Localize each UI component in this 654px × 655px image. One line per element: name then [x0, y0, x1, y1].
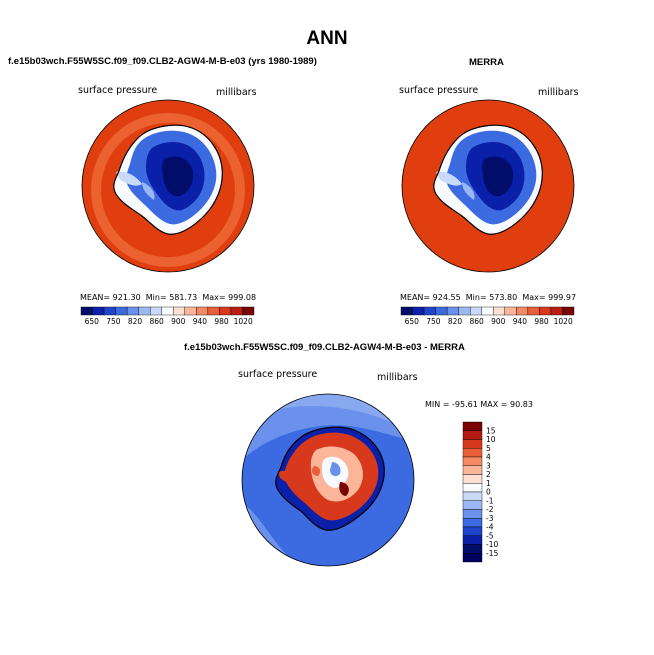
panel-1-stats: MEAN= 921.30 Min= 581.73 Max= 999.08	[80, 293, 257, 302]
panel-2-colorbar-swatch	[423, 306, 436, 316]
panel-1-colorbar-swatch	[173, 306, 186, 316]
panel-1-colorbar-swatch	[219, 306, 232, 316]
panel-3-colorbar-swatch	[462, 526, 483, 536]
panel-1-colorbar-swatch	[92, 306, 105, 316]
panel-1-colorbar-swatch	[126, 306, 139, 316]
panel-2-stats: MEAN= 924.55 Min= 573.80 Max= 999.97	[400, 293, 577, 302]
panel-2-colorbar-label: 750	[426, 317, 441, 326]
panel-1-colorbar-label: 940	[193, 317, 208, 326]
panel-2-colorbar-label: 980	[534, 317, 549, 326]
panel-3-colorbar-swatch	[462, 509, 483, 519]
panel-3-colorbar-label: 0	[486, 488, 491, 497]
panel-3-colorbar-label: -1	[486, 496, 494, 505]
panel-1-colorbar-swatch	[196, 306, 209, 316]
panel-3-colorbar-swatch	[462, 500, 483, 510]
panel-1-colorbar-label: 900	[171, 317, 186, 326]
panel-2-colorbar-label: 1020	[554, 317, 573, 326]
panel-2-colorbar-swatch	[562, 306, 575, 316]
panel-3-colorbar-swatch	[462, 448, 483, 458]
panel-1-polar-map	[81, 99, 255, 273]
panel-2-colorbar-swatch	[481, 306, 494, 316]
panel-1-colorbar: 650 750 820 860 900 940 980 1020	[80, 306, 255, 326]
panel-3-colorbar-swatch	[462, 474, 483, 484]
panel-2-colorbar-label: 860	[470, 317, 485, 326]
panel-1-variable-label: surface pressure	[78, 85, 158, 96]
panel-1-colorbar-label: 980	[214, 317, 229, 326]
panel-3-colorbar-swatch	[462, 421, 483, 431]
panel-3-colorbar-swatch	[462, 491, 483, 501]
panel-3-colorbar-label: 2	[486, 470, 491, 479]
panel-1-colorbar-label: 820	[128, 317, 143, 326]
panel-3-colorbar-label: 15	[486, 426, 496, 435]
panel-2-colorbar-swatch	[446, 306, 459, 316]
panel-2-title: MERRA	[469, 57, 504, 68]
panel-2-colorbar-swatch	[493, 306, 506, 316]
panel-2-colorbar-swatch	[458, 306, 471, 316]
panel-1-colorbar-swatch	[207, 306, 220, 316]
panel-2-colorbar-swatch	[527, 306, 540, 316]
panel-3-colorbar-label: -2	[486, 505, 494, 514]
panel-1-title: f.e15b03wch.F55W5SC.f09_f09.CLB2-AGW4-M-…	[8, 56, 317, 67]
panel-2-colorbar-swatch	[504, 306, 517, 316]
panel-1-colorbar-swatch	[115, 306, 128, 316]
panel-1-colorbar-label: 750	[106, 317, 121, 326]
panel-3-colorbar-swatch	[462, 430, 483, 440]
panel-3-min-max: MIN = -95.61 MAX = 90.83	[425, 400, 533, 409]
panel-3-colorbar-swatch	[462, 544, 483, 554]
panel-2-colorbar-swatch	[400, 306, 413, 316]
panel-2-variable-label: surface pressure	[399, 85, 479, 96]
panel-3-colorbar-label: -10	[486, 540, 498, 549]
panel-1-colorbar-swatch	[161, 306, 174, 316]
panel-3-colorbar-label: -3	[486, 514, 494, 523]
panel-3-colorbar-label: -4	[486, 523, 494, 532]
panel-2-colorbar-swatch	[539, 306, 552, 316]
panel-1-colorbar-swatch	[103, 306, 116, 316]
panel-1-colorbar-swatch	[242, 306, 255, 316]
panel-1-units-label: millibars	[216, 87, 257, 98]
panel-3-colorbar-swatch	[462, 535, 483, 545]
panel-1-colorbar-swatch	[80, 306, 93, 316]
panel-1-colorbar-label: 860	[150, 317, 165, 326]
panel-3-title: f.e15b03wch.F55W5SC.f09_f09.CLB2-AGW4-M-…	[184, 342, 465, 353]
panel-1-colorbar-swatch	[138, 306, 151, 316]
panel-2-colorbar-label: 820	[448, 317, 463, 326]
panel-3-colorbar-swatch	[462, 483, 483, 493]
panel-2-colorbar-swatch	[516, 306, 529, 316]
panel-2-units-label: millibars	[538, 87, 579, 98]
panel-2-colorbar: 650 750 820 860 900 940 980 1020	[400, 306, 575, 326]
panel-2-colorbar-label: 940	[513, 317, 528, 326]
page-title: ANN	[306, 28, 348, 49]
panel-1-colorbar-swatch	[184, 306, 197, 316]
panel-3-colorbar-label: 5	[486, 444, 491, 453]
panel-3-colorbar-label: 3	[486, 461, 491, 470]
panel-2-colorbar-swatch	[550, 306, 563, 316]
panel-3-colorbar-label: 10	[486, 435, 496, 444]
panel-3-polar-map	[241, 393, 415, 567]
panel-2-colorbar-swatch	[412, 306, 425, 316]
panel-3-colorbar-label: 4	[486, 453, 491, 462]
panel-1-colorbar-swatch	[149, 306, 162, 316]
panel-3-colorbar-swatch	[462, 439, 483, 449]
panel-1-colorbar-label: 650	[85, 317, 100, 326]
panel-2-colorbar-label: 650	[405, 317, 420, 326]
panel-3-colorbar-label: 1	[486, 479, 491, 488]
panel-1-colorbar-swatch	[230, 306, 243, 316]
panel-3-units-label: millibars	[377, 372, 418, 383]
panel-1-colorbar-label: 1020	[234, 317, 253, 326]
panel-3-colorbar-swatch	[462, 456, 483, 466]
panel-2-colorbar-swatch	[469, 306, 482, 316]
panel-3-colorbar-label: -5	[486, 531, 494, 540]
panel-3-colorbar-swatch	[462, 465, 483, 475]
panel-2-colorbar-label: 900	[491, 317, 506, 326]
panel-3-colorbar-swatch	[462, 518, 483, 528]
panel-3-colorbar-swatch	[462, 553, 483, 563]
panel-3-variable-label: surface pressure	[238, 369, 318, 380]
panel-2-colorbar-swatch	[435, 306, 448, 316]
panel-3-colorbar-label: -15	[486, 549, 498, 558]
panel-2-polar-map	[401, 99, 575, 273]
